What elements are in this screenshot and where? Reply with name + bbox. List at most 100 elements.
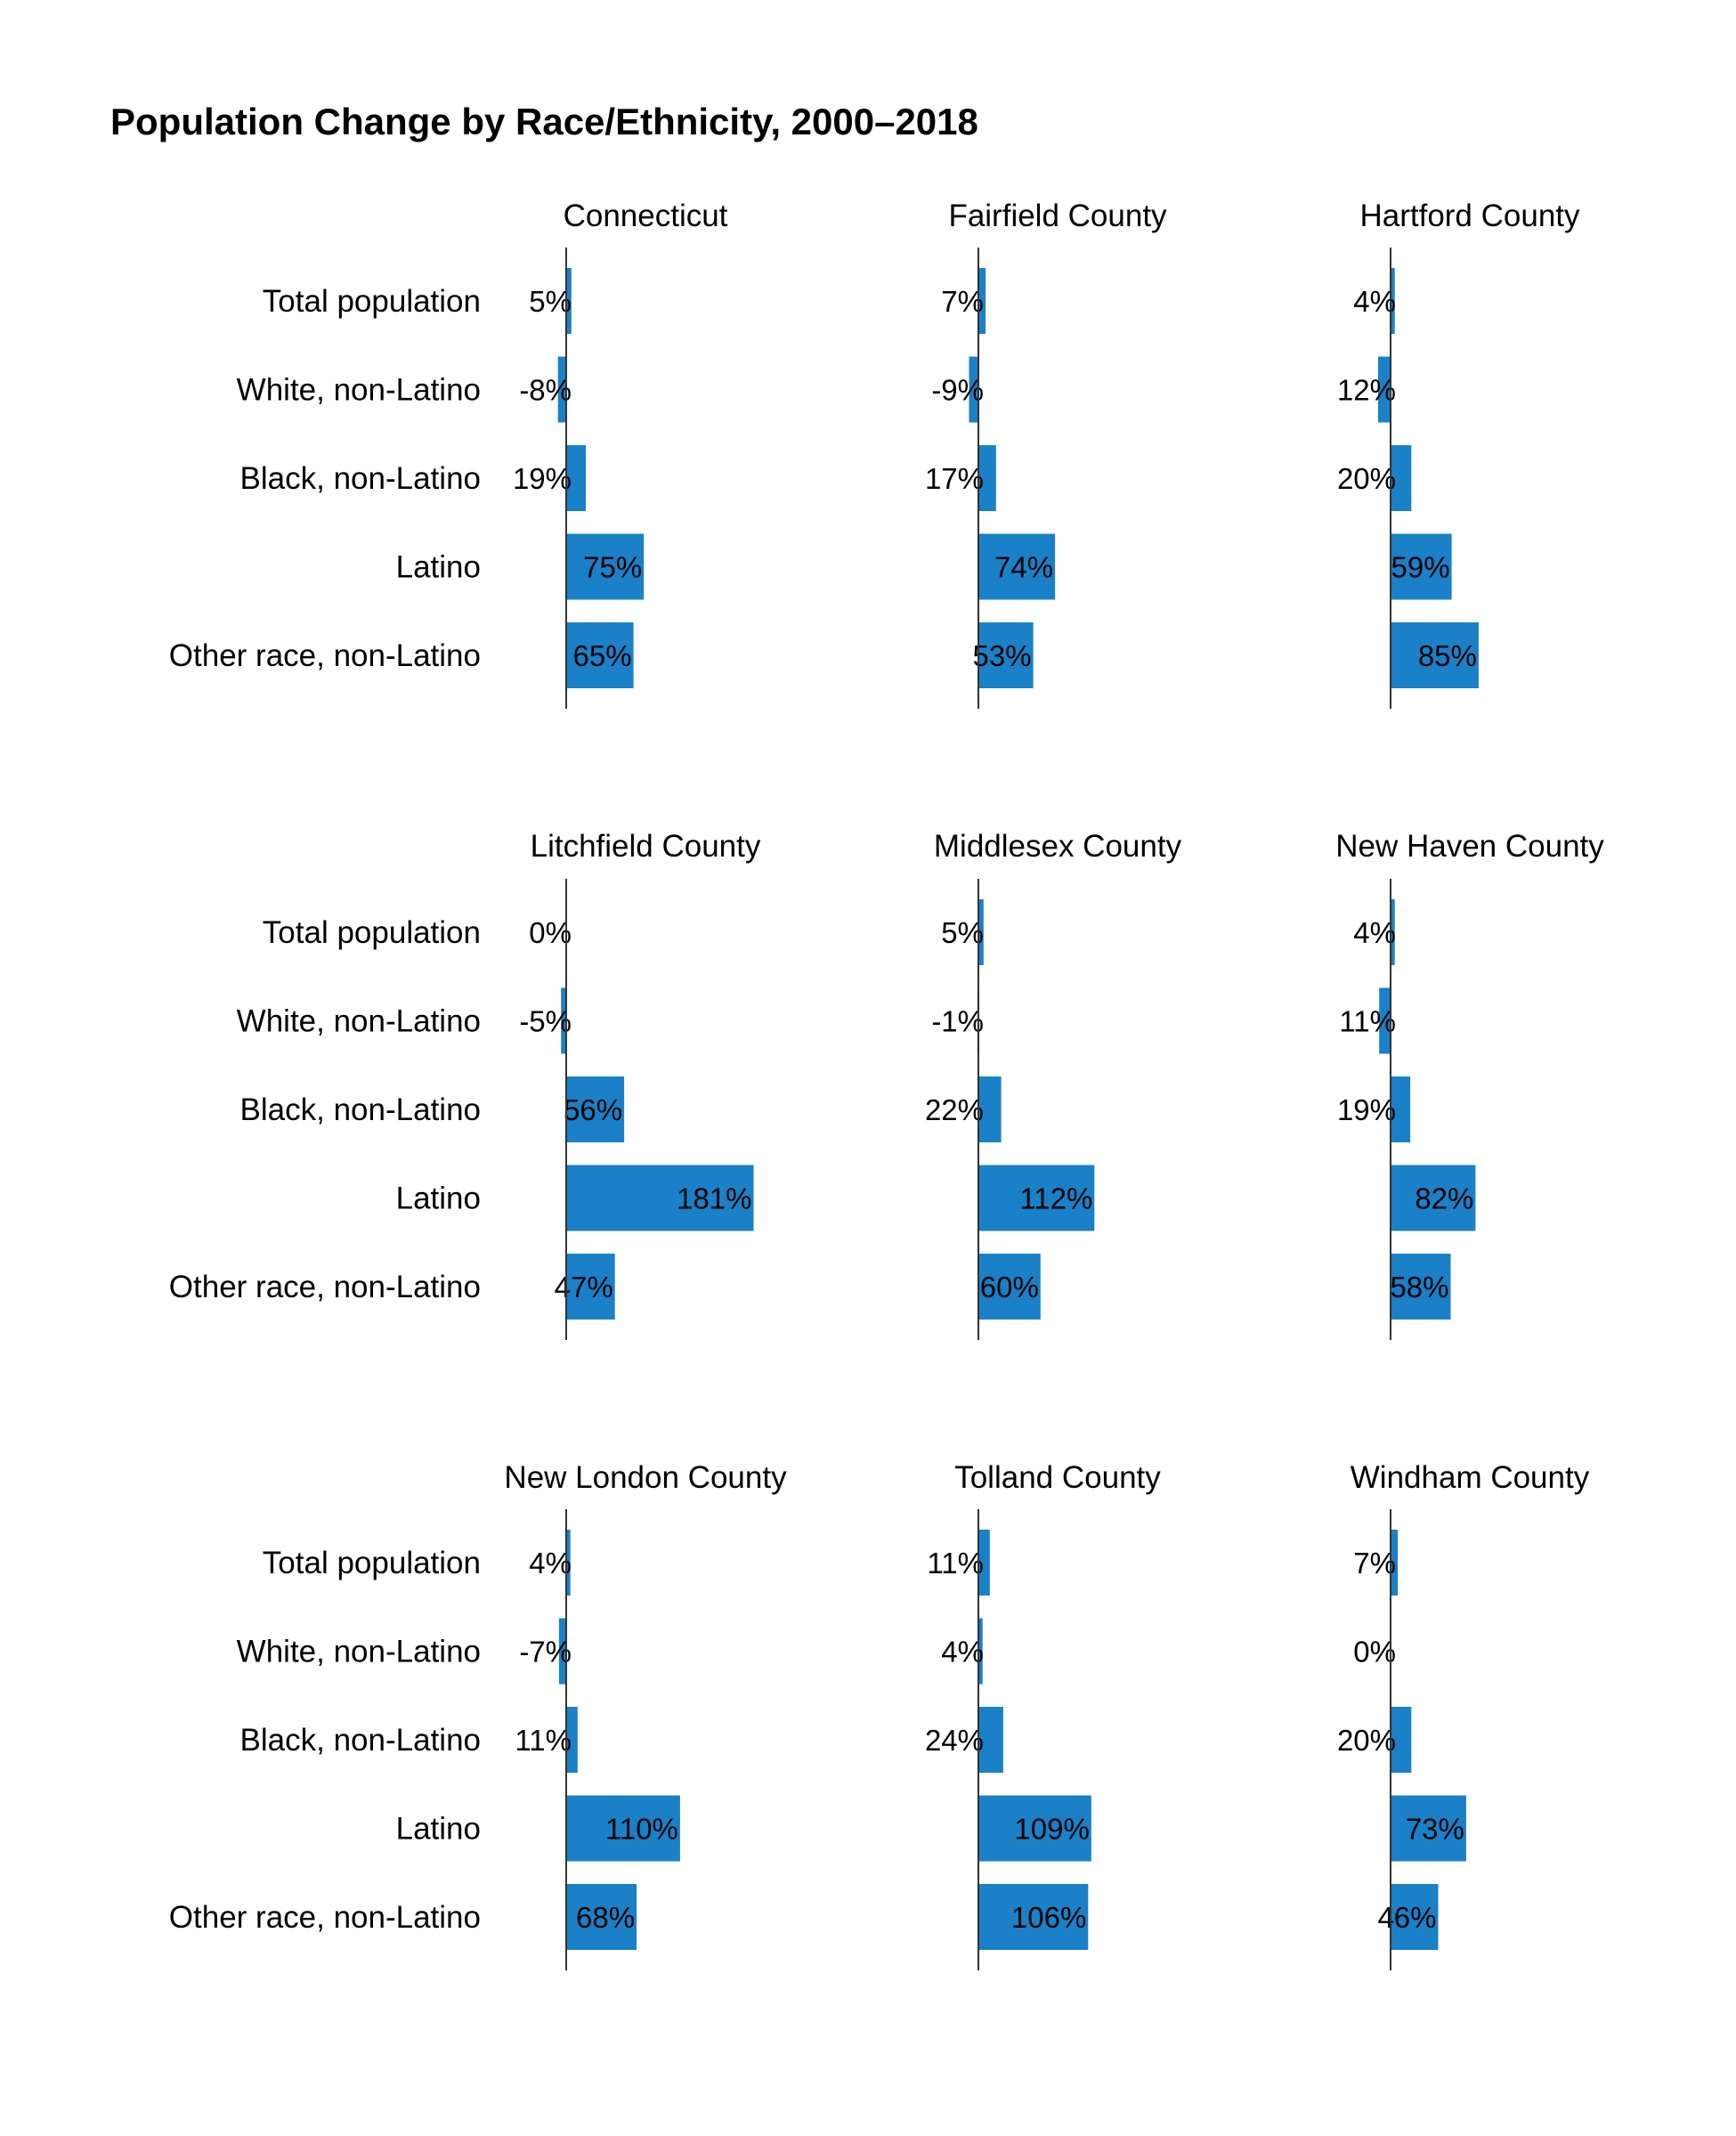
data-label: 112% [1019,1182,1092,1215]
bar-total-population [566,1530,571,1596]
bar-latino [978,1795,1091,1862]
bar-total-population [978,1530,990,1596]
bar-total-population [1391,899,1395,965]
bar-latino [978,1165,1095,1231]
bar-other-race-non-latino [566,1254,615,1320]
category-label: Black, non-Latino [240,461,481,496]
data-label: 47% [555,1271,613,1304]
panel-hartford-county: Hartford County 4% 12% 20% 59% 85% [1337,199,1580,709]
data-label: 75% [583,551,642,584]
panel-title: Hartford County [1359,199,1580,233]
data-label: -1% [931,1005,984,1038]
category-label: Total population [263,1546,481,1580]
category-label: Black, non-Latino [240,1092,481,1127]
bar-latino [1391,1795,1466,1862]
data-label: 20% [1337,462,1396,495]
panel-windham-county: Windham County 7% 0% 20% 73% 46% [1337,1460,1590,1970]
bar-other-race-non-latino [978,1884,1089,1950]
data-label: 46% [1377,1901,1436,1934]
data-label: 53% [973,639,1032,672]
bar-black-non-latino [566,1707,578,1773]
data-label: 59% [1391,551,1450,584]
category-label: Other race, non-Latino [169,638,481,673]
data-label: 24% [925,1724,984,1757]
data-label: 109% [1014,1813,1089,1846]
bar-latino [566,1165,754,1231]
panel-new-haven-county: New Haven County 4% 11% 19% 82% 58% [1335,829,1604,1340]
bar-black-non-latino [978,445,996,511]
panel-title: Middlesex County [934,829,1182,864]
bar-black-non-latino [978,1707,1003,1773]
panel-tolland-county: Tolland County 11% 4% 24% 109% 106% [925,1460,1161,1970]
data-label: 65% [573,639,632,672]
data-label: 58% [1390,1271,1448,1304]
panel-title: Fairfield County [948,199,1167,233]
panel-litchfield-county: Litchfield County 0% -5% 56% 181% 47% Total po… [169,829,761,1340]
data-label: 74% [994,551,1053,584]
panel-title: Litchfield County [531,829,761,864]
category-label: White, non-Latino [237,1635,481,1669]
category-label: Other race, non-Latino [169,1900,481,1935]
bar-black-non-latino [1391,1707,1412,1773]
data-label: 106% [1011,1901,1086,1934]
data-label: 85% [1418,639,1477,672]
bar-other-race-non-latino [1391,1884,1439,1950]
data-label: -8% [519,374,572,407]
bar-white-non-latino [557,356,566,423]
data-label: 56% [564,1093,622,1126]
bar-other-race-non-latino [1391,1254,1451,1320]
data-label: 22% [925,1093,984,1126]
panel-title: New London County [504,1460,787,1495]
panel-title: Connecticut [564,199,728,233]
bar-total-population [1391,1530,1399,1596]
bar-white-non-latino [969,356,978,423]
bar-latino [1391,533,1452,600]
bar-total-population [566,268,572,334]
bar-white-non-latino [558,1618,566,1685]
category-label: White, non-Latino [237,373,481,408]
data-label: 4% [1353,916,1396,949]
data-label: 19% [1337,1093,1396,1126]
data-label: -7% [519,1636,572,1669]
data-label: -9% [931,374,984,407]
data-label: 11% [1339,1005,1396,1038]
category-label: Black, non-Latino [240,1723,481,1758]
chart-title: Population Change by Race/Ethnicity, 200… [110,101,978,142]
data-label: 19% [513,462,572,495]
panel-title: New Haven County [1335,829,1604,864]
panel-middlesex-county: Middlesex County 5% -1% 22% 112% 60% [925,829,1182,1340]
data-label: 11% [515,1724,572,1757]
data-label: 73% [1406,1813,1464,1846]
bar-latino [566,533,645,600]
panel-new-london-county: New London County 4% -7% 11% 110% 68% Total po… [169,1460,787,1970]
panel-title: Windham County [1351,1460,1590,1495]
bar-black-non-latino [978,1076,1002,1142]
data-label: 0% [529,916,572,949]
bar-black-non-latino [566,445,587,511]
bar-other-race-non-latino [566,1884,637,1950]
bar-latino [1391,1165,1476,1231]
data-label: 11% [927,1547,984,1580]
bar-white-non-latino [561,987,566,1054]
data-label: 110% [605,1813,678,1846]
data-label: 60% [980,1271,1039,1304]
panels-grid: Connecticut 5% -8% 19% 75% 65% Total populatio… [169,199,1604,1970]
data-label: 20% [1337,1724,1396,1757]
category-label: Latino [396,550,481,585]
category-label: Other race, non-Latino [169,1270,481,1304]
data-label: 5% [529,285,572,318]
data-label: 17% [925,462,984,495]
bar-latino [978,533,1056,600]
data-label: 4% [1353,285,1396,318]
data-label: 12% [1337,374,1396,407]
bar-latino [566,1795,680,1862]
bar-other-race-non-latino [566,622,634,688]
data-label: -5% [519,1005,572,1038]
bar-white-non-latino [1379,987,1391,1054]
category-label: Total population [263,915,481,950]
data-label: 5% [941,916,984,949]
data-label: 4% [529,1547,572,1580]
bar-white-non-latino [1378,356,1391,423]
category-label: White, non-Latino [237,1004,481,1039]
